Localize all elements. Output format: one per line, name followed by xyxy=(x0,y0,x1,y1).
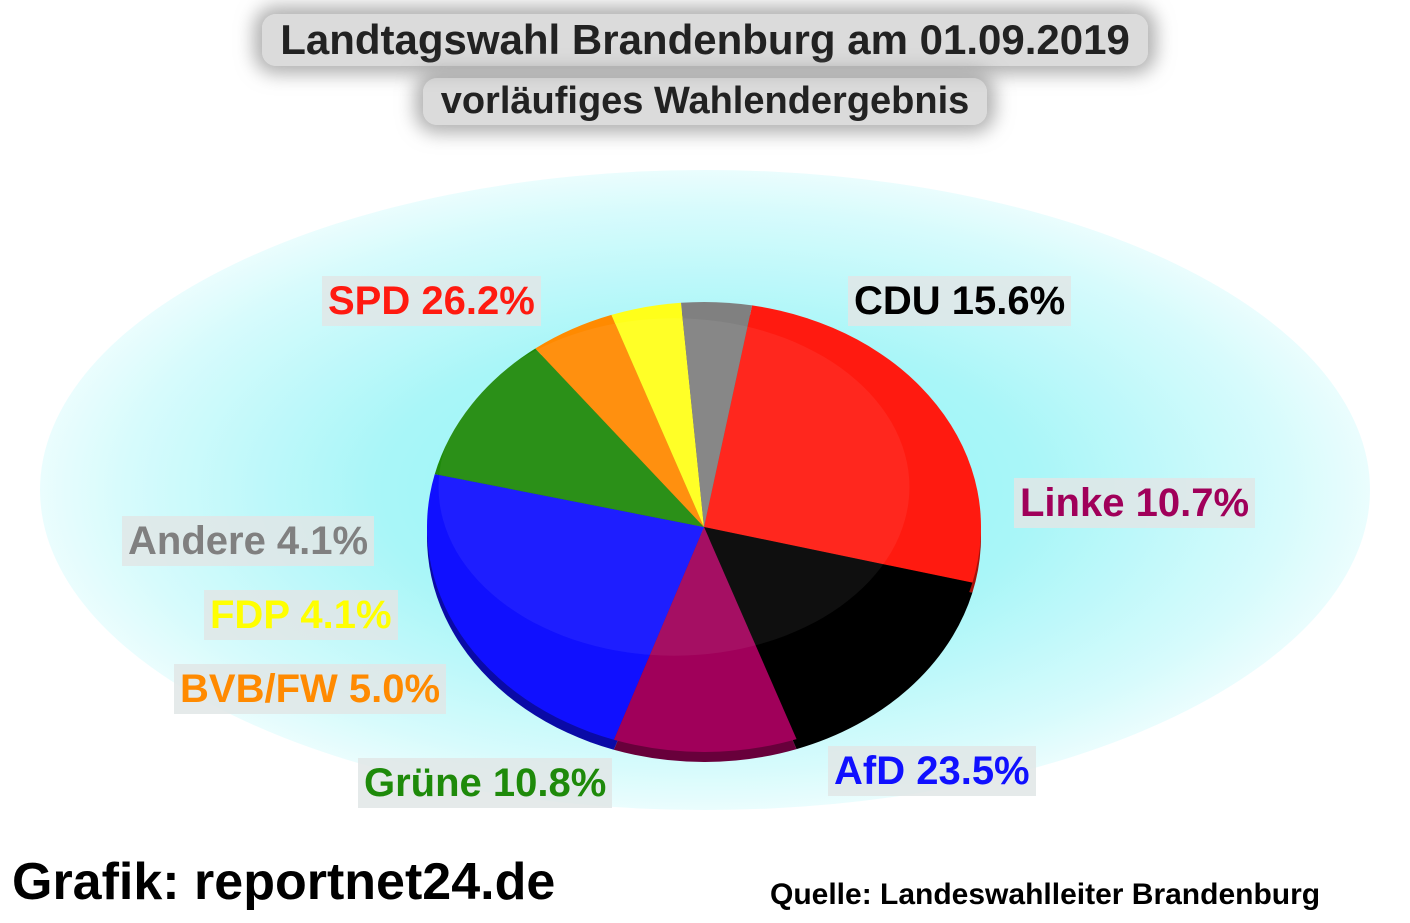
slice-label-bvb-fw: BVB/FW 5.0% xyxy=(174,664,447,714)
slice-label-andere: Andere 4.1% xyxy=(122,516,375,566)
slice-label-linke: Linke 10.7% xyxy=(1014,478,1256,528)
data-source: Quelle: Landeswahlleiter Brandenburg xyxy=(770,878,1321,911)
chart-title-wrap: Landtagswahl Brandenburg am 01.09.2019 xyxy=(0,14,1410,66)
pie-slice-bvbfw xyxy=(535,314,704,527)
pie-slice-spd xyxy=(704,305,981,583)
graphic-credit: Grafik: reportnet24.de xyxy=(12,853,556,911)
slice-label-spd: SPD 26.2% xyxy=(322,276,541,326)
pie-highlight xyxy=(438,318,910,656)
pie-slice-andere xyxy=(681,302,753,527)
pie-slice-fdp xyxy=(611,302,704,527)
chart-title: Landtagswahl Brandenburg am 01.09.2019 xyxy=(262,14,1148,66)
pie-slice-cdu xyxy=(704,527,973,740)
chart-subtitle: vorläufiges Wahlendergebnis xyxy=(422,78,988,125)
slice-label-gruene: Grüne 10.8% xyxy=(358,758,613,808)
pie-slice-grne xyxy=(434,348,704,527)
chart-subtitle-wrap: vorläufiges Wahlendergebnis xyxy=(0,78,1410,125)
slice-label-afd: AfD 23.5% xyxy=(828,746,1036,796)
slice-label-fdp: FDP 4.1% xyxy=(204,590,398,640)
slice-label-cdu: CDU 15.6% xyxy=(848,276,1072,326)
pie-slice-linke xyxy=(613,527,797,753)
pie-slice-afd xyxy=(426,474,704,740)
